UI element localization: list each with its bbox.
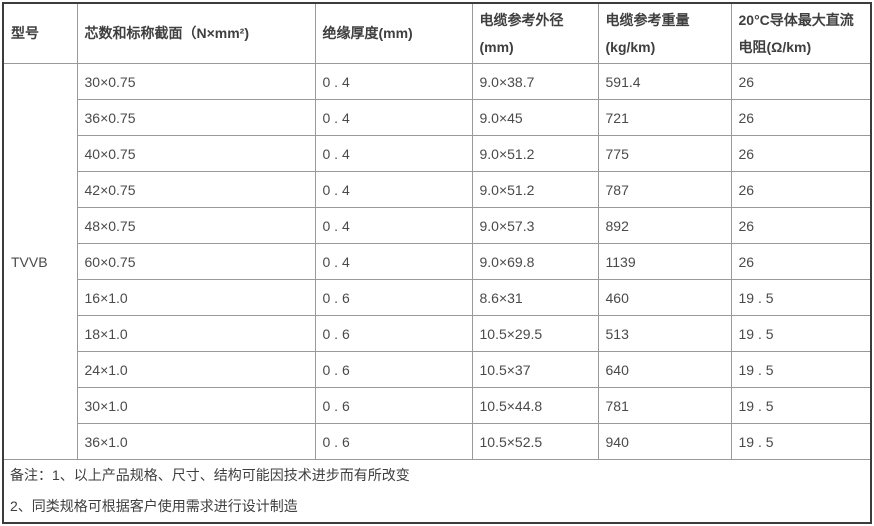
cell-insulation-thickness: 0 . 4 <box>314 99 473 136</box>
cell-outer-diameter: 9.0×51.2 <box>471 135 599 172</box>
cell-cores-section: 60×0.75 <box>76 243 316 280</box>
cell-insulation-thickness: 0 . 4 <box>314 171 473 208</box>
table-row: 42×0.75 0 . 4 9.0×51.2 787 26 <box>3 171 872 208</box>
cell-dc-resistance: 26 <box>730 99 872 136</box>
cell-reference-weight: 892 <box>597 207 732 244</box>
col-header-dc-resistance: 20°C导体最大直流电阻(Ω/km) <box>730 2 872 64</box>
cell-insulation-thickness: 0 . 4 <box>314 207 473 244</box>
cell-reference-weight: 781 <box>597 387 732 424</box>
cell-insulation-thickness: 0 . 6 <box>314 351 473 388</box>
table-row: 48×0.75 0 . 4 9.0×57.3 892 26 <box>3 207 872 244</box>
col-header-insulation-thickness: 绝缘厚度(mm) <box>314 2 473 64</box>
cell-dc-resistance: 26 <box>730 63 872 100</box>
cell-reference-weight: 1139 <box>597 243 732 280</box>
cell-cores-section: 24×1.0 <box>76 351 316 388</box>
cell-insulation-thickness: 0 . 4 <box>314 243 473 280</box>
cell-cores-section: 30×0.75 <box>76 63 316 100</box>
cell-cores-section: 16×1.0 <box>76 279 316 316</box>
table-row: 16×1.0 0 . 6 8.6×31 460 19 . 5 <box>3 279 872 316</box>
cell-dc-resistance: 19 . 5 <box>730 387 872 424</box>
cell-reference-weight: 940 <box>597 423 732 460</box>
col-header-model: 型号 <box>2 2 78 64</box>
note-line-2: 2、同类规格可根据客户使用需求进行设计制造 <box>10 498 298 514</box>
table-row: 40×0.75 0 . 4 9.0×51.2 775 26 <box>3 135 872 172</box>
cell-reference-weight: 787 <box>597 171 732 208</box>
cell-outer-diameter: 9.0×69.8 <box>471 243 599 280</box>
cell-reference-weight: 640 <box>597 351 732 388</box>
table-row: 36×1.0 0 . 6 10.5×52.5 940 19 . 5 <box>3 423 872 460</box>
table-row: TVVB 30×0.75 0 . 4 9.0×38.7 591.4 26 <box>2 63 872 460</box>
table-row: 18×1.0 0 . 6 10.5×29.5 513 19 . 5 <box>3 315 872 352</box>
table-row: 60×0.75 0 . 4 9.0×69.8 1139 26 <box>3 243 872 280</box>
table-row: 24×1.0 0 . 6 10.5×37 640 19 . 5 <box>3 351 872 388</box>
notes-row: 备注：1、以上产品规格、尺寸、结构可能因技术进步而有所改变 2、同类规格可根据客… <box>2 459 872 524</box>
table-row: 36×0.75 0 . 4 9.0×45 721 26 <box>3 99 872 136</box>
cell-reference-weight: 460 <box>597 279 732 316</box>
cell-dc-resistance: 19 . 5 <box>730 315 872 352</box>
cell-dc-resistance: 26 <box>730 135 872 172</box>
col-header-outer-diameter: 电缆参考外径(mm) <box>471 2 599 64</box>
cell-reference-weight: 591.4 <box>597 63 732 100</box>
cell-outer-diameter: 8.6×31 <box>471 279 599 316</box>
cell-model: TVVB <box>2 63 78 460</box>
col-header-reference-weight: 电缆参考重量(kg/km) <box>597 2 732 64</box>
note-line-1: 备注：1、以上产品规格、尺寸、结构可能因技术进步而有所改变 <box>10 467 410 483</box>
cell-reference-weight: 513 <box>597 315 732 352</box>
cell-outer-diameter: 10.5×52.5 <box>471 423 599 460</box>
table-row: 30×1.0 0 . 6 10.5×44.8 781 19 . 5 <box>3 387 872 424</box>
cell-dc-resistance: 26 <box>730 243 872 280</box>
cell-dc-resistance: 19 . 5 <box>730 423 872 460</box>
cell-cores-section: 36×1.0 <box>76 423 316 460</box>
notes-cell: 备注：1、以上产品规格、尺寸、结构可能因技术进步而有所改变 2、同类规格可根据客… <box>2 459 872 524</box>
cell-cores-section: 30×1.0 <box>76 387 316 424</box>
cell-dc-resistance: 26 <box>730 207 872 244</box>
cell-dc-resistance: 19 . 5 <box>730 279 872 316</box>
cell-insulation-thickness: 0 . 6 <box>314 315 473 352</box>
col-header-cores-section: 芯数和标称截面（N×mm²) <box>76 2 316 64</box>
header-row: 型号 芯数和标称截面（N×mm²) 绝缘厚度(mm) 电缆参考外径(mm) 电缆… <box>2 2 872 64</box>
cell-outer-diameter: 9.0×45 <box>471 99 599 136</box>
cell-cores-section: 36×0.75 <box>76 99 316 136</box>
cell-insulation-thickness: 0 . 6 <box>314 279 473 316</box>
cell-outer-diameter: 10.5×44.8 <box>471 387 599 424</box>
cell-outer-diameter: 9.0×57.3 <box>471 207 599 244</box>
cell-cores-section: 42×0.75 <box>76 171 316 208</box>
cell-outer-diameter: 10.5×29.5 <box>471 315 599 352</box>
cell-outer-diameter: 9.0×51.2 <box>471 171 599 208</box>
cell-reference-weight: 721 <box>597 99 732 136</box>
cell-outer-diameter: 9.0×38.7 <box>471 63 599 100</box>
cell-dc-resistance: 19 . 5 <box>730 351 872 388</box>
cell-cores-section: 40×0.75 <box>76 135 316 172</box>
cell-insulation-thickness: 0 . 6 <box>314 423 473 460</box>
cell-dc-resistance: 26 <box>730 171 872 208</box>
cell-outer-diameter: 10.5×37 <box>471 351 599 388</box>
cell-insulation-thickness: 0 . 4 <box>314 63 473 100</box>
cell-cores-section: 48×0.75 <box>76 207 316 244</box>
cell-cores-section: 18×1.0 <box>76 315 316 352</box>
cell-insulation-thickness: 0 . 4 <box>314 135 473 172</box>
cell-reference-weight: 775 <box>597 135 732 172</box>
cell-insulation-thickness: 0 . 6 <box>314 387 473 424</box>
